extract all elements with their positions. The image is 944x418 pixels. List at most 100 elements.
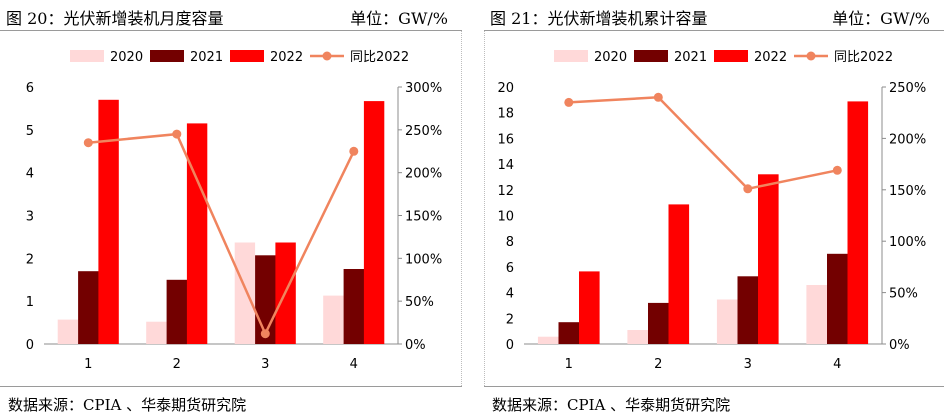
bar-2022-1 — [98, 99, 119, 344]
y-tick-label: 20 — [497, 81, 514, 96]
panel-header: 图 21：光伏新增装机累计容量 单位：GW/% — [484, 0, 944, 31]
legend-swatch-2021 — [634, 50, 668, 62]
y-tick-label: 6 — [26, 81, 34, 96]
ratio-line — [88, 132, 355, 337]
panel-header: 图 20：光伏新增装机月度容量 单位：GW/% — [0, 0, 462, 31]
y2-tick-label: 0% — [889, 338, 910, 353]
legend-swatch-2022 — [230, 50, 264, 62]
bar-2022-3 — [758, 174, 779, 344]
legend-swatch-2020 — [70, 50, 104, 62]
legend-label: 2020 — [110, 50, 143, 65]
x-tick-label: 3 — [744, 357, 752, 372]
ratio-point-3 — [260, 329, 270, 339]
chart-panel-monthly: 图 20：光伏新增装机月度容量 单位：GW/% 0 1 2 3 4 5 6 0% 50% 100%… — [0, 0, 462, 417]
bar-2022-4 — [847, 101, 869, 345]
y-tick-label: 1 — [26, 295, 34, 310]
monthly-chart: 0 1 2 3 4 5 6 0% 50% 100% 150% 200% 250% 300% 1 2 3 4 2020… — [26, 50, 442, 372]
x-tick-label: 2 — [654, 357, 662, 372]
ratio-line — [568, 96, 838, 191]
chart-title: 图 21：光伏新增装机累计容量 — [490, 9, 708, 28]
y2-tick-label: 300% — [405, 81, 442, 96]
legend-label: 同比2022 — [350, 50, 409, 65]
x-tick-label: 1 — [84, 357, 92, 372]
legend-swatch-2022 — [714, 50, 748, 62]
chart-panel-cumulative: 图 21：光伏新增装机累计容量 单位：GW/% 0 2 4 6 8 10 12 14 16 18 2… — [484, 0, 944, 417]
legend-label: 2021 — [674, 50, 707, 65]
y-tick-label: 5 — [26, 124, 34, 139]
y2-tick-label: 150% — [405, 210, 442, 225]
bar-2022-1 — [579, 271, 600, 344]
bar-2020-3 — [716, 299, 738, 344]
y-tick-label: 6 — [506, 261, 514, 276]
y-tick-label: 10 — [497, 210, 514, 225]
ratio-point-1 — [564, 97, 574, 107]
bar-2021-2 — [648, 302, 669, 344]
y2-tick-label: 250% — [405, 124, 442, 139]
legend-swatch-2021 — [150, 50, 184, 62]
y-tick-label: 3 — [26, 210, 34, 225]
x-tick-label: 2 — [173, 357, 181, 372]
divider — [484, 31, 485, 386]
bar-2020-4 — [323, 295, 344, 344]
legend-label: 2022 — [270, 50, 303, 65]
y2-tick-label: 50% — [889, 287, 918, 302]
x-tick-label: 4 — [833, 357, 841, 372]
chart-title: 图 20：光伏新增装机月度容量 — [6, 9, 224, 28]
ratio-point-4 — [349, 146, 359, 156]
ratio-point-2 — [653, 92, 663, 102]
panel-footer: 数据来源：CPIA 、华泰期货研究院 — [0, 386, 462, 418]
bar-2022-4 — [363, 101, 385, 344]
legend-label: 2022 — [754, 50, 787, 65]
y-tick-label: 18 — [497, 107, 514, 122]
bar-2020-1 — [537, 336, 559, 344]
bar-2020-2 — [146, 321, 167, 344]
x-tick-label: 1 — [565, 357, 573, 372]
ratio-point-4 — [832, 165, 842, 175]
y-tick-label: 4 — [506, 287, 514, 302]
bar-2022-2 — [186, 123, 208, 345]
y-tick-label: 0 — [26, 338, 34, 353]
y-tick-label: 14 — [497, 158, 514, 173]
y-tick-label: 8 — [506, 235, 514, 250]
bar-2020-2 — [627, 330, 648, 344]
y-tick-label: 0 — [506, 338, 514, 353]
bar-2021-4 — [827, 253, 848, 344]
y2-tick-label: 150% — [889, 184, 926, 199]
unit-label: 单位：GW/% — [832, 9, 930, 28]
ratio-point-1 — [83, 138, 93, 148]
y-tick-label: 12 — [497, 184, 514, 199]
y2-tick-label: 100% — [889, 235, 926, 250]
bar-2021-1 — [78, 271, 99, 344]
x-tick-label: 4 — [350, 357, 358, 372]
legend-label: 2021 — [190, 50, 223, 65]
bar-2020-1 — [57, 319, 79, 344]
unit-label: 单位：GW/% — [350, 9, 448, 28]
bar-2021-2 — [166, 279, 187, 345]
y2-tick-label: 50% — [405, 295, 434, 310]
y-tick-label: 2 — [506, 312, 514, 327]
y2-tick-label: 250% — [889, 81, 926, 96]
y2-tick-label: 0% — [405, 338, 426, 353]
y2-tick-label: 100% — [405, 252, 442, 267]
x-tick-label: 3 — [261, 357, 269, 372]
y2-tick-label: 200% — [889, 132, 926, 147]
y2-tick-label: 200% — [405, 167, 442, 182]
y-tick-label: 4 — [26, 167, 34, 182]
bar-2020-4 — [806, 285, 827, 344]
y-tick-label: 2 — [26, 252, 34, 267]
legend-swatch-2020 — [554, 50, 588, 62]
source-note: 数据来源：CPIA 、华泰期货研究院 — [492, 396, 731, 414]
source-note: 数据来源：CPIA 、华泰期货研究院 — [8, 396, 247, 414]
ratio-point-2 — [172, 129, 182, 139]
legend-label: 2020 — [594, 50, 627, 65]
bar-2021-3 — [737, 276, 759, 344]
bar-2020-3 — [234, 242, 256, 344]
bar-2021-1 — [558, 322, 580, 344]
divider — [461, 31, 462, 386]
panel-footer: 数据来源：CPIA 、华泰期货研究院 — [484, 386, 944, 418]
legend-label: 同比2022 — [834, 50, 893, 65]
legend-line-marker — [322, 51, 332, 61]
bar-2021-4 — [343, 269, 364, 344]
ratio-point-3 — [743, 184, 753, 194]
